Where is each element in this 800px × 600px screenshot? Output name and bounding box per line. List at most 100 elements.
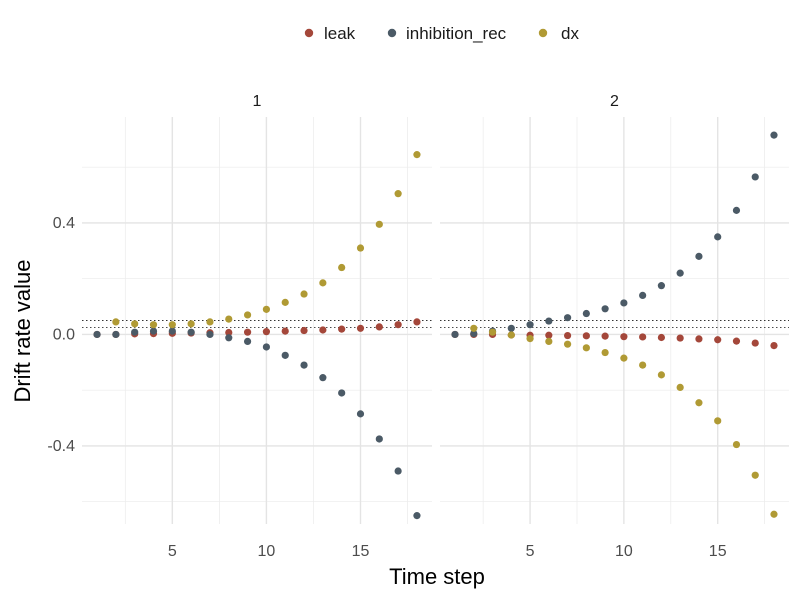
data-point-dx	[657, 371, 666, 379]
data-point-inhibition_rec	[657, 282, 666, 290]
data-point-inhibition_rec	[770, 131, 778, 139]
data-point-inhibition_rec	[526, 321, 534, 329]
data-point-dx	[545, 337, 553, 346]
data-point-inhibition_rec	[149, 327, 158, 335]
data-point-dx	[413, 151, 421, 159]
data-point-leak	[657, 333, 666, 342]
data-point-inhibition_rec	[545, 317, 553, 325]
series-inhibition_rec	[451, 131, 778, 339]
data-point-inhibition_rec	[451, 330, 459, 339]
data-point-dx	[714, 417, 722, 425]
data-point-inhibition_rec	[695, 252, 703, 260]
panel-strip-label: 1	[253, 93, 262, 110]
data-point-inhibition_rec	[206, 330, 214, 339]
legend-key-dx	[538, 28, 548, 38]
data-point-inhibition_rec	[319, 374, 327, 382]
x-tick-label: 10	[258, 543, 276, 560]
data-point-leak	[695, 335, 703, 343]
data-point-dx	[300, 290, 308, 298]
y-tick-label: 0.4	[53, 215, 75, 232]
x-tick-label: 15	[709, 543, 727, 560]
data-point-leak	[563, 331, 572, 340]
data-point-dx	[319, 279, 327, 287]
data-point-inhibition_rec	[601, 305, 609, 313]
data-point-leak	[601, 332, 609, 340]
data-point-leak	[582, 332, 590, 340]
data-point-inhibition_rec	[470, 330, 478, 338]
data-point-leak	[243, 328, 252, 336]
data-point-dx	[206, 318, 214, 326]
legend-label-inhibition_rec: inhibition_rec	[406, 24, 507, 43]
series-inhibition_rec	[93, 327, 421, 520]
panel-2: 2 5 10 15	[440, 93, 789, 560]
data-point-leak	[545, 331, 553, 339]
data-point-leak	[375, 323, 383, 331]
data-point-dx	[187, 320, 195, 328]
data-point-inhibition_rec	[262, 343, 271, 351]
data-point-leak	[394, 321, 402, 329]
data-point-dx	[620, 354, 628, 362]
y-axis-title: Drift rate value	[10, 259, 35, 402]
data-point-leak	[413, 318, 421, 326]
data-point-dx	[488, 328, 497, 336]
data-point-leak	[281, 327, 289, 335]
data-point-inhibition_rec	[620, 299, 628, 307]
data-point-dx	[375, 220, 383, 228]
legend-label-dx: dx	[561, 24, 579, 43]
data-point-leak	[225, 328, 233, 337]
data-point-dx	[507, 331, 515, 339]
data-point-leak	[338, 325, 346, 333]
data-point-dx	[281, 298, 289, 306]
data-point-dx	[639, 361, 647, 369]
data-point-inhibition_rec	[131, 328, 139, 336]
data-point-dx	[470, 324, 478, 332]
data-point-inhibition_rec	[394, 467, 402, 475]
data-point-leak	[751, 339, 759, 347]
series-dx	[112, 151, 421, 329]
data-point-dx	[243, 311, 252, 319]
panel-strip-label: 2	[610, 93, 619, 110]
data-point-dx	[149, 321, 158, 329]
data-point-inhibition_rec	[338, 389, 346, 397]
data-point-inhibition_rec	[225, 334, 233, 342]
x-tick-label: 5	[168, 543, 177, 560]
data-point-leak	[714, 336, 722, 344]
data-point-dx	[168, 321, 176, 329]
data-point-dx	[526, 335, 534, 343]
data-point-dx	[582, 344, 590, 352]
legend-label-leak: leak	[324, 24, 356, 43]
data-point-leak	[356, 324, 365, 332]
x-tick-label: 10	[615, 543, 633, 560]
data-point-dx	[676, 383, 684, 392]
data-point-inhibition_rec	[676, 269, 684, 277]
legend-key-inhibition_rec	[387, 28, 397, 38]
data-point-leak	[770, 341, 778, 350]
panel-1: 15 10 15	[82, 93, 432, 560]
x-tick-label: 5	[526, 543, 535, 560]
data-point-inhibition_rec	[356, 410, 365, 418]
data-point-leak	[300, 326, 308, 335]
data-point-inhibition_rec	[413, 512, 421, 520]
data-point-inhibition_rec	[243, 337, 252, 346]
data-point-leak	[732, 337, 741, 345]
data-point-inhibition_rec	[281, 351, 289, 359]
data-point-dx	[563, 340, 572, 348]
data-point-inhibition_rec	[93, 330, 101, 339]
data-point-inhibition_rec	[639, 291, 647, 300]
data-point-dx	[732, 440, 741, 449]
data-point-leak	[620, 333, 628, 341]
data-point-dx	[601, 348, 609, 357]
data-point-dx	[751, 471, 759, 479]
data-point-dx	[695, 399, 703, 407]
data-point-dx	[112, 318, 120, 326]
data-point-inhibition_rec	[563, 314, 572, 322]
series-leak	[451, 330, 778, 350]
data-point-inhibition_rec	[375, 435, 383, 443]
data-point-leak	[639, 333, 647, 341]
grid	[82, 117, 432, 524]
data-point-dx	[225, 315, 233, 323]
data-point-leak	[676, 334, 684, 342]
data-point-inhibition_rec	[507, 324, 515, 332]
